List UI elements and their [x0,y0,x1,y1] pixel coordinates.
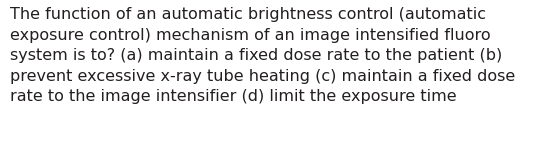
Text: The function of an automatic brightness control (automatic
exposure control) mec: The function of an automatic brightness … [10,7,515,104]
